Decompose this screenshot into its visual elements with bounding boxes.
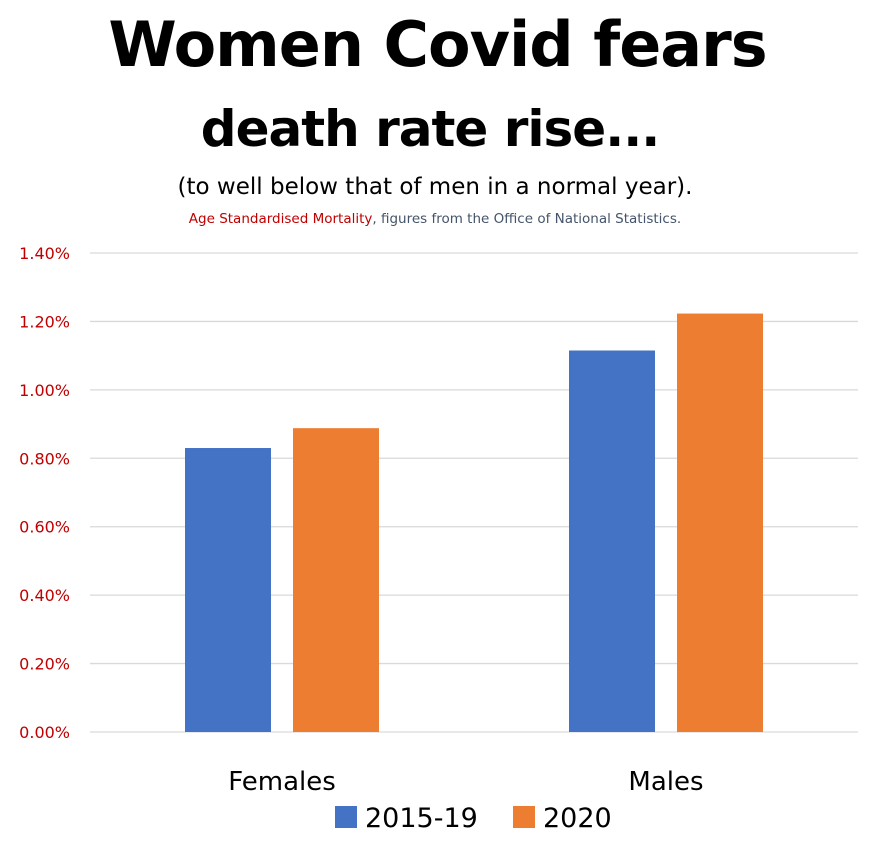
y-tick-label: 1.00%	[19, 381, 70, 400]
bar-2015-19-Males	[569, 350, 655, 732]
chart-source-note: Age Standardised Mortality, figures from…	[0, 211, 870, 227]
x-tick-label: Males	[628, 767, 703, 797]
legend-swatch	[513, 806, 535, 828]
y-tick-label: 0.80%	[19, 449, 70, 468]
y-tick-label: 0.60%	[19, 518, 70, 537]
chart-title-line1: Women Covid fears	[108, 8, 767, 81]
x-tick-label: Females	[228, 767, 336, 797]
chart-subtitle: (to well below that of men in a normal y…	[177, 174, 693, 200]
bar-2020-Males	[677, 313, 763, 732]
bar-2015-19-Females	[185, 448, 271, 732]
y-tick-label: 0.20%	[19, 655, 70, 674]
bar-2020-Females	[293, 428, 379, 732]
source-highlight: Age Standardised Mortality	[188, 211, 373, 227]
legend-label: 2015-19	[365, 803, 478, 834]
legend-swatch	[335, 806, 357, 828]
y-tick-label: 1.20%	[19, 312, 70, 331]
y-tick-label: 1.40%	[19, 244, 70, 263]
y-tick-label: 0.40%	[19, 586, 70, 605]
y-tick-label: 0.00%	[19, 723, 70, 742]
legend-label: 2020	[543, 803, 612, 834]
source-rest: , figures from the Office of National St…	[372, 211, 682, 227]
chart-title-line2: death rate rise...	[200, 100, 660, 158]
